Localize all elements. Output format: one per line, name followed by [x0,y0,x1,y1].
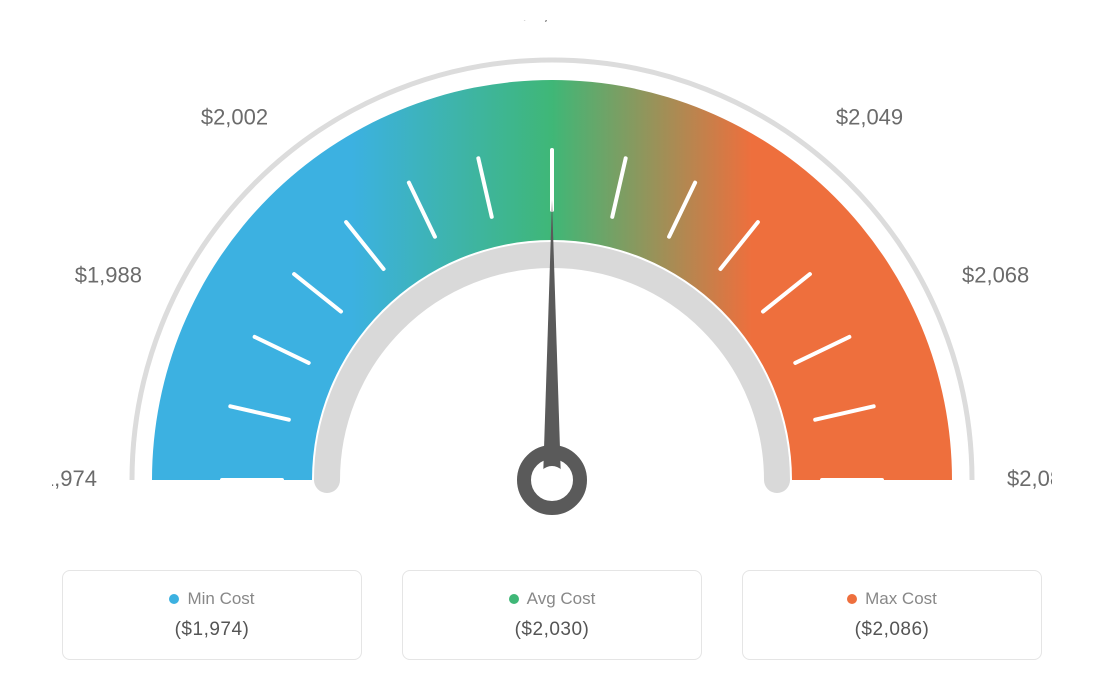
min-cost-header: Min Cost [91,589,333,609]
avg-cost-header: Avg Cost [431,589,673,609]
avg-cost-card: Avg Cost ($2,030) [402,570,702,660]
scale-label: $1,974 [52,466,97,491]
min-cost-value: ($1,974) [91,619,333,641]
max-cost-card: Max Cost ($2,086) [742,570,1042,660]
cost-cards-row: Min Cost ($1,974) Avg Cost ($2,030) Max … [62,570,1042,660]
min-dot-icon [169,594,179,604]
avg-dot-icon [509,594,519,604]
scale-label: $2,002 [201,104,268,129]
avg-cost-label: Avg Cost [527,589,596,609]
min-cost-card: Min Cost ($1,974) [62,570,362,660]
max-dot-icon [847,594,857,604]
min-cost-label: Min Cost [187,589,254,609]
scale-label: $2,068 [962,263,1029,288]
max-cost-label: Max Cost [865,589,937,609]
max-cost-value: ($2,086) [771,619,1013,641]
avg-cost-value: ($2,030) [431,619,673,641]
gauge-svg: $1,974 $1,988 $2,002 $2,030 $2,049 $2,068 $2,0… [52,20,1052,540]
max-cost-header: Max Cost [771,589,1013,609]
cost-gauge: $1,974 $1,988 $2,002 $2,030 $2,049 $2,068 $2,0… [52,20,1052,540]
scale-label: $2,086 [1007,466,1052,491]
scale-label: $2,030 [518,20,585,24]
scale-label: $2,049 [836,104,903,129]
scale-label: $1,988 [75,263,142,288]
